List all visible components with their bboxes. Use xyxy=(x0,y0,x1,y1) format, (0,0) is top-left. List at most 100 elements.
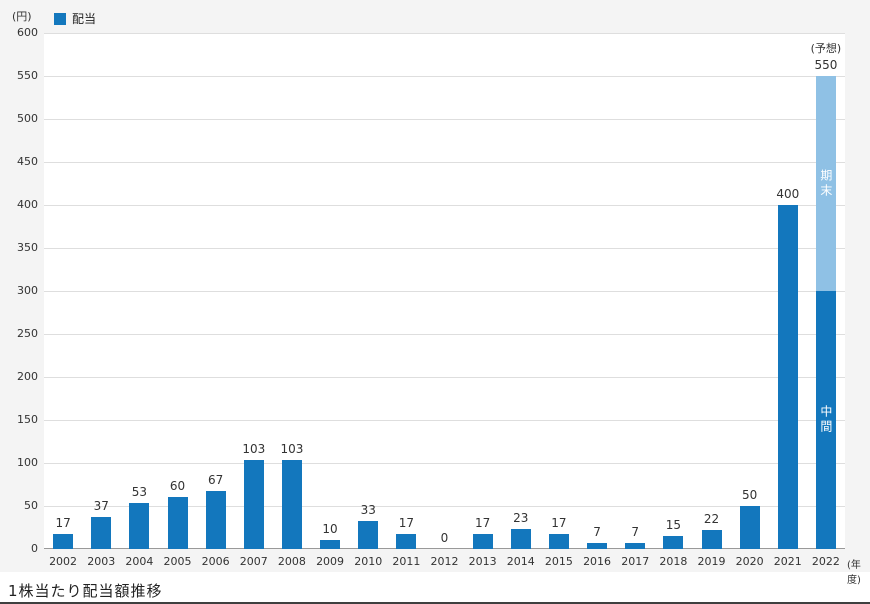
bar xyxy=(510,529,531,549)
y-axis-unit-label: (円) xyxy=(12,10,32,23)
bar xyxy=(396,534,417,549)
bar-value-label: 50 xyxy=(742,488,758,502)
bar xyxy=(625,542,646,549)
bar xyxy=(587,542,608,549)
bar-value-label: 17 xyxy=(398,516,414,531)
gridline xyxy=(44,248,845,249)
bar xyxy=(205,491,226,549)
bar xyxy=(739,506,760,549)
bar xyxy=(129,503,150,549)
gridline xyxy=(44,377,845,378)
x-axis-tick-label: 2017 xyxy=(621,555,650,568)
x-axis-tick-label: 2008 xyxy=(277,555,306,568)
x-axis-tick-label: 2021 xyxy=(773,555,802,568)
x-axis-tick-label: 2005 xyxy=(163,555,192,568)
bar-value-label: 53 xyxy=(131,485,147,500)
gridline xyxy=(44,420,845,421)
bar-value-label: 7 xyxy=(631,524,640,539)
bar-value-label: 550 xyxy=(814,58,838,72)
x-axis-tick-label: 2013 xyxy=(468,555,497,568)
y-axis-tick-label: 600 xyxy=(17,26,38,39)
gridline xyxy=(44,33,845,34)
x-axis-tick-label: 2015 xyxy=(544,555,573,568)
bar xyxy=(243,460,264,549)
chart-title: 1株当たり配当額推移 xyxy=(8,582,163,600)
bar xyxy=(320,540,341,549)
y-axis-tick-label: 450 xyxy=(17,155,38,168)
x-axis-tick-label: 2020 xyxy=(735,555,764,568)
bar-value-label: 0 xyxy=(440,531,449,545)
x-axis-tick-label: 2010 xyxy=(354,555,383,568)
y-axis-tick-label: 350 xyxy=(17,241,38,254)
gridline xyxy=(44,334,845,335)
bar-value-label: 10 xyxy=(322,522,338,537)
y-axis-tick-label: 500 xyxy=(17,112,38,125)
x-axis-tick-label: 2004 xyxy=(125,555,154,568)
y-axis-tick-label: 0 xyxy=(31,542,38,555)
legend: 配当 xyxy=(54,10,96,27)
forecast-annotation: (予想) xyxy=(810,42,842,55)
bar-value-label: 17 xyxy=(475,516,491,531)
bar-value-label: 37 xyxy=(93,499,109,514)
y-axis-tick-label: 250 xyxy=(17,327,38,340)
forecast-segment-label: 中間 xyxy=(818,405,833,435)
bar xyxy=(91,517,112,549)
bar-value-label: 23 xyxy=(513,511,529,526)
bar-value-label: 17 xyxy=(55,516,71,531)
gridline xyxy=(44,291,845,292)
bar-value-label: 7 xyxy=(593,524,601,539)
gridline xyxy=(44,548,845,549)
x-axis-tick-label: 2016 xyxy=(583,555,612,568)
y-axis-tick-label: 100 xyxy=(17,456,38,469)
bar xyxy=(777,205,798,549)
bar-value-label: 400 xyxy=(776,187,800,201)
bar xyxy=(701,530,722,549)
x-axis-tick-label: 2012 xyxy=(430,555,459,568)
x-axis-tick-label: 2011 xyxy=(392,555,421,568)
y-axis-tick-label: 400 xyxy=(17,198,38,211)
bar-value-label: 103 xyxy=(280,442,304,457)
x-axis-tick-label: 2018 xyxy=(659,555,688,568)
x-axis-tick-label: 2014 xyxy=(506,555,535,568)
legend-swatch-icon xyxy=(54,12,66,25)
x-axis-tick-label: 2002 xyxy=(49,555,78,568)
bar-value-label: 60 xyxy=(169,479,186,494)
y-axis-tick-label: 150 xyxy=(17,413,38,426)
y-axis-tick-label: 200 xyxy=(17,370,38,383)
gridline xyxy=(44,162,845,163)
chart-panel: (円) 配当 17 37 53 60 67 103 103 10 33 17 0 17 23 17 7 7 15… xyxy=(0,0,870,586)
x-axis-tick-label: 2009 xyxy=(316,555,345,568)
y-axis-tick-label: 50 xyxy=(24,499,38,512)
forecast-bar-segment: 期末 xyxy=(815,76,836,291)
bar xyxy=(53,534,74,549)
bar-value-label: 67 xyxy=(208,473,224,488)
forecast-segment-label: 期末 xyxy=(818,168,833,199)
bar xyxy=(548,534,569,549)
bar-value-label: 15 xyxy=(665,518,681,533)
gridline xyxy=(44,119,845,120)
gridline xyxy=(44,76,845,77)
y-axis-tick-label: 300 xyxy=(17,284,38,297)
bar xyxy=(281,460,302,549)
forecast-bar-segment: 中間 xyxy=(815,291,836,549)
y-axis-tick-label: 550 xyxy=(17,69,38,82)
legend-label: 配当 xyxy=(72,12,97,26)
bar-value-label: 17 xyxy=(551,516,567,531)
bar-value-label: 33 xyxy=(360,502,376,517)
x-axis-tick-label: 2003 xyxy=(87,555,116,568)
x-axis-tick-label: 2007 xyxy=(239,555,268,568)
bar-value-label: 103 xyxy=(242,442,266,457)
x-axis-unit-label: (年度) xyxy=(847,560,861,586)
x-axis-tick-label: 2022 xyxy=(811,555,840,568)
bar xyxy=(167,497,188,549)
gridline xyxy=(44,463,845,464)
plot-area: 17 37 53 60 67 103 103 10 33 17 0 17 23 17 7 7 15 22 50 400… xyxy=(44,33,845,549)
bar xyxy=(358,520,379,549)
gridline xyxy=(44,205,845,206)
x-axis-tick-label: 2006 xyxy=(201,555,230,568)
bar-value-label: 22 xyxy=(703,512,720,527)
bar xyxy=(472,534,493,549)
bar xyxy=(663,536,684,549)
x-axis-tick-label: 2019 xyxy=(697,555,726,568)
